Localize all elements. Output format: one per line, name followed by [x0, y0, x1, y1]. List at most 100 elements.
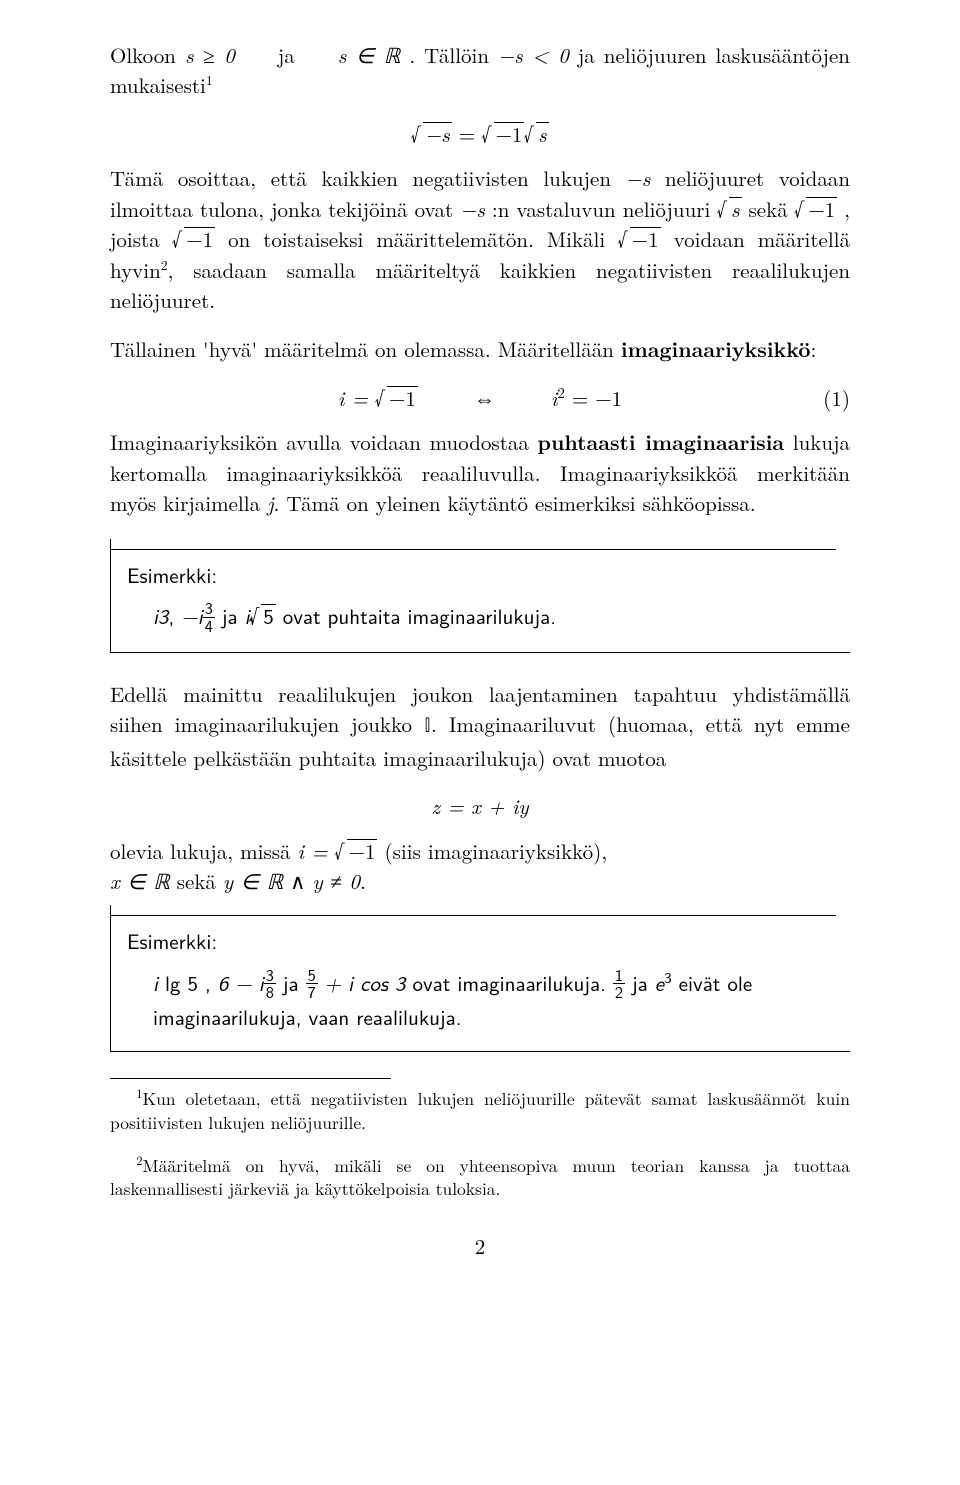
math: i =	[338, 383, 376, 413]
radicand: −1	[387, 386, 418, 409]
math: = −1	[565, 383, 622, 413]
math: s ∈ ℝ	[338, 40, 401, 70]
sqrt: −1	[618, 224, 660, 254]
math: i =	[298, 836, 336, 866]
display-equation-b: z = x + iy	[110, 791, 850, 821]
text: ja	[222, 601, 245, 631]
set-I: 𝕀	[424, 716, 431, 737]
page: Olkoon s ≥ 0 ja s ∈ ℝ . Tällöin −s < 0 j…	[0, 0, 960, 1485]
math: s ≥ 0	[185, 40, 235, 70]
footnote-2: 2Määritelmä on hyvä, mikäli se on yhteen…	[110, 1152, 850, 1201]
example-rule	[111, 549, 836, 550]
math: 6 − i	[218, 968, 264, 998]
example-box-2: Esimerkki: i lg 5 , 6 − i38 ja 57 + i co…	[110, 905, 850, 1053]
sqrt: s	[524, 119, 548, 149]
sqrt: 5	[250, 600, 276, 633]
text: Tällainen 'hyvä' määritelmä on olemassa.…	[110, 334, 621, 364]
radicand: s	[536, 122, 549, 145]
sqrt: −1	[173, 224, 215, 254]
example-label: Esimerkki:	[127, 926, 836, 956]
text: ovat puhtaita imaginaarilukuja.	[283, 601, 556, 631]
example-rule	[111, 915, 836, 916]
math: −s	[626, 163, 651, 193]
text: Olkoon	[110, 40, 185, 70]
text: :	[810, 334, 816, 364]
para-2: Tämä osoittaa, että kaikkien negatiivist…	[110, 163, 850, 315]
denominator: 8	[264, 984, 276, 1000]
radicand: −s	[423, 122, 452, 145]
text: ja	[632, 968, 655, 998]
sqrt: −1	[795, 194, 837, 224]
text: Tämä osoittaa, että kaikkien negatiivist…	[110, 163, 626, 193]
para-3: Tällainen 'hyvä' määritelmä on olemassa.…	[110, 334, 850, 364]
math: lg 5	[158, 968, 205, 998]
math: y ≠ 0	[312, 866, 360, 896]
text: ∧	[290, 866, 312, 896]
text: :n vastaluvun neliöjuuri	[492, 194, 717, 224]
radicand: −1	[347, 839, 378, 862]
text: . Tämä on yleinen käytäntö esimerkiksi s…	[274, 488, 756, 518]
equation-number: (1)	[823, 382, 850, 412]
sqrt: −1	[482, 119, 524, 149]
example-label: Esimerkki:	[127, 560, 836, 590]
radicand: s	[729, 197, 742, 220]
denominator: 2	[613, 984, 625, 1000]
text: ,	[205, 968, 218, 998]
term-imaginaariyksikko: imaginaariyksikkö	[621, 334, 811, 364]
para-4: Imaginaariyksikön avulla voidaan muodost…	[110, 427, 850, 518]
fraction: 12	[613, 967, 625, 1001]
fraction: 57	[306, 967, 318, 1001]
exponent: 2	[557, 382, 565, 403]
example-box-1: Esimerkki: i3, −i34 ja i5 ovat puhtaita …	[110, 539, 850, 653]
term-puhtaasti-imaginaarisia: puhtaasti imaginaarisia	[538, 427, 785, 457]
text: .	[360, 866, 366, 896]
text: olevia lukuja, missä	[110, 836, 298, 866]
footnote-rule	[110, 1078, 391, 1083]
display-equation-a: −s = −1 s	[110, 119, 850, 149]
example-text: i3, −i34 ja i5 ovat puhtaita imaginaaril…	[153, 600, 836, 634]
denominator: 4	[203, 618, 215, 634]
example-text: i lg 5 , 6 − i38 ja 57 + i cos 3 ovat im…	[153, 966, 836, 1033]
para-5: Edellä mainittu reaalilukujen joukon laa…	[110, 679, 850, 773]
radicand: 5	[261, 604, 276, 627]
footnote-text: Määritelmä on hyvä, mikäli se on yhteens…	[110, 1153, 850, 1202]
text: sekä	[177, 866, 223, 896]
math: y ∈ ℝ	[223, 866, 283, 896]
sqrt: −s	[411, 119, 451, 149]
text: on toistaiseksi määrittelemätön. Mikäli	[228, 224, 618, 254]
radicand: −1	[806, 197, 837, 220]
text: ovat imaginaarilukuja.	[413, 968, 613, 998]
radicand: −1	[630, 227, 661, 250]
math: x ∈ ℝ	[110, 866, 170, 896]
equals: =	[459, 119, 482, 149]
fraction: 38	[264, 967, 276, 1001]
text: sekä	[749, 194, 795, 224]
math: + i cos 3	[318, 968, 406, 998]
text: , saadaan samalla määriteltyä kaikkien n…	[110, 255, 850, 315]
math: e	[655, 968, 664, 998]
denominator: 7	[306, 984, 318, 1000]
para-1: Olkoon s ≥ 0 ja s ∈ ℝ . Tällöin −s < 0 j…	[110, 40, 850, 101]
exponent: 3	[664, 966, 672, 988]
text: ja	[278, 40, 304, 70]
display-equation-1: i = −1 ⇔ i2 = −1 (1)	[110, 382, 850, 413]
footnote-ref-2: 2	[161, 255, 168, 274]
sqrt: s	[717, 194, 741, 224]
footnote-ref-1: 1	[206, 70, 213, 89]
sqrt: −1	[376, 383, 418, 413]
page-number: 2	[110, 1231, 850, 1261]
sqrt: −1	[335, 836, 377, 866]
radicand: −1	[494, 122, 525, 145]
math: i3	[153, 601, 169, 631]
math: −s	[460, 194, 485, 224]
iff: ⇔	[474, 383, 502, 413]
fraction: 34	[203, 600, 215, 634]
text: ja	[283, 968, 306, 998]
radicand: −1	[184, 227, 215, 250]
text: . Tällöin	[409, 40, 498, 70]
text: ,	[169, 601, 182, 631]
footnote-text: Kun oletetaan, että negatiivisten lukuje…	[110, 1086, 850, 1135]
footnote-1: 1Kun oletetaan, että negatiivisten lukuj…	[110, 1085, 850, 1134]
math: −s < 0	[498, 40, 569, 70]
text: Imaginaariyksikön avulla voidaan muodost…	[110, 427, 538, 457]
